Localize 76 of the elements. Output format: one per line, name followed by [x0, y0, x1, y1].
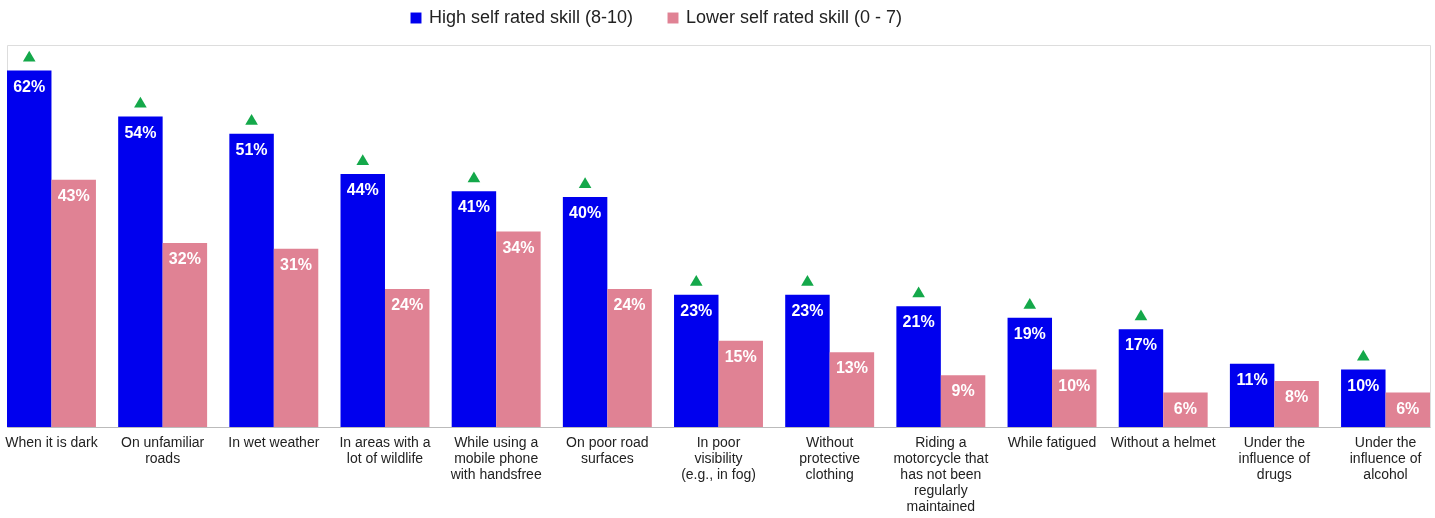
bar	[118, 116, 163, 427]
point	[356, 154, 370, 166]
x-tick-label: On unfamiliar roads	[121, 433, 205, 466]
bar	[674, 294, 719, 427]
data-label: 13%	[835, 359, 868, 377]
data-label: 31%	[280, 255, 313, 273]
point	[801, 274, 814, 286]
bar	[496, 231, 541, 427]
bar	[1118, 329, 1164, 427]
data-label: 21%	[902, 313, 935, 331]
bar	[273, 248, 319, 427]
bar	[940, 375, 986, 427]
data-label: 23%	[680, 301, 713, 319]
x-tick-label: When it is dark	[5, 433, 99, 450]
bar	[162, 243, 208, 427]
data-label: 24%	[391, 296, 424, 313]
bar	[51, 179, 96, 427]
legend-label: Lower self rated skill (0 - 7)	[686, 7, 903, 27]
legend-label: High self rated skill (8-10)	[429, 7, 634, 27]
x-tick-label: Under the influence of alcohol	[1349, 433, 1422, 482]
x-tick-label: Under the influence of drugs	[1238, 433, 1311, 482]
bar	[451, 191, 497, 427]
data-label: 10%	[1058, 376, 1091, 394]
point	[912, 286, 925, 298]
data-label: 44%	[346, 181, 379, 198]
data-label: 17%	[1124, 336, 1157, 354]
x-tick-label: In poor visibility (e.g., in fog)	[681, 433, 756, 482]
point	[22, 50, 36, 62]
data-label: 43%	[57, 186, 90, 204]
data-label: 19%	[1013, 324, 1046, 342]
bar	[896, 306, 941, 427]
point	[1134, 309, 1148, 321]
data-label: 23%	[791, 301, 824, 319]
bar	[1274, 381, 1319, 427]
point	[134, 96, 147, 108]
data-label: 6%	[1396, 399, 1420, 417]
data-label: 51%	[235, 140, 268, 158]
data-label: 15%	[724, 347, 757, 365]
data-label: 34%	[502, 238, 535, 256]
data-label: 40%	[569, 204, 602, 221]
x-tick-label: On poor road surfaces	[566, 433, 649, 466]
bar	[785, 294, 830, 427]
x-tick-label: In areas with a lot of wildlife	[339, 433, 431, 466]
data-label: 6%	[1173, 399, 1197, 417]
point	[467, 171, 481, 183]
bar	[607, 289, 652, 427]
data-label: 24%	[613, 296, 646, 313]
x-tick-label: Without a helmet	[1110, 433, 1216, 450]
bar	[1341, 369, 1386, 427]
x-tick-label: Without protective clothing	[799, 433, 861, 482]
data-label: 41%	[457, 198, 490, 216]
data-label: 32%	[168, 250, 201, 267]
data-label: 11%	[1236, 370, 1268, 388]
bar	[229, 133, 274, 427]
x-tick-label: Riding a motorcycle that has not been regularly maintained	[893, 433, 989, 514]
x-tick-label: In wet weather	[228, 433, 320, 450]
point	[1356, 349, 1370, 361]
data-label: 9%	[951, 382, 975, 400]
point	[578, 177, 592, 189]
data-label: 10%	[1347, 376, 1380, 394]
data-label: 8%	[1285, 388, 1309, 405]
bar	[562, 197, 608, 427]
x-tick-label: While using a mobile phone with handsfree	[449, 433, 542, 482]
data-label: 54%	[124, 123, 157, 141]
bar	[384, 289, 430, 427]
point	[1023, 297, 1037, 309]
bar	[340, 174, 385, 427]
data-label: 62%	[13, 77, 46, 95]
point	[245, 113, 258, 125]
bar	[829, 352, 875, 427]
bar	[7, 70, 52, 427]
bar	[718, 340, 763, 427]
x-tick-label: While fatigued	[1007, 433, 1097, 450]
point	[689, 274, 703, 286]
bar	[1007, 317, 1053, 427]
bar	[1229, 363, 1275, 427]
